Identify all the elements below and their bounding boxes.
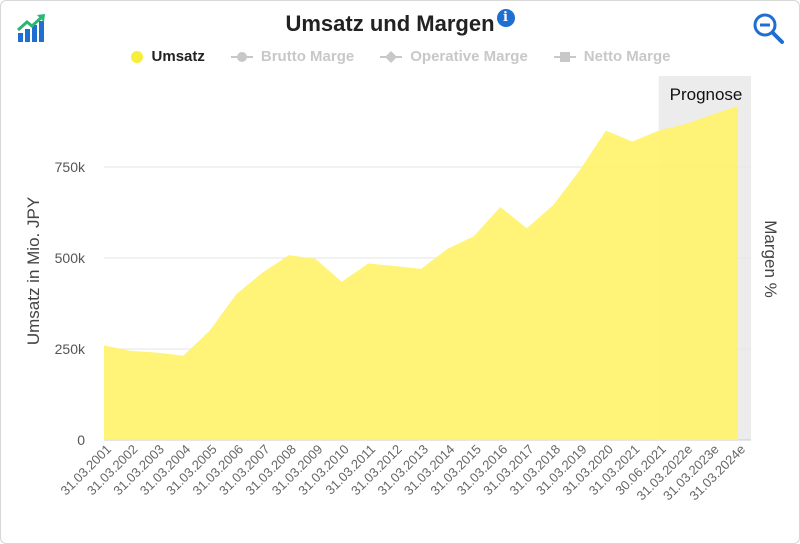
chart-title: Umsatz und Margen [285,11,495,36]
zoom-out-icon[interactable] [751,11,785,45]
y-tick-label: 0 [77,432,85,448]
legend-item-netto-marge[interactable]: Netto Marge [553,48,671,65]
y-tick-label: 250k [55,341,86,357]
forecast-label: Prognose [670,85,743,104]
legend-label-brutto-marge: Brutto Marge [260,48,355,65]
y-axis-label: Umsatz in Mio. JPY [24,197,43,345]
legend-item-brutto-marge[interactable]: Brutto Marge [230,48,355,65]
circle-line-marker-icon [230,51,253,62]
square-line-marker-icon [553,51,576,62]
legend-label-netto-marge: Netto Marge [583,48,671,65]
info-icon[interactable]: i [496,9,515,27]
trend-up-bars-icon[interactable] [15,11,49,45]
diamond-line-marker-icon [380,50,403,63]
circle-marker-icon [130,50,143,63]
legend: Umsatz Brutto Marge Operative Marge Nett… [1,48,799,65]
legend-item-operative-marge[interactable]: Operative Marge [380,48,528,65]
legend-label-operative-marge: Operative Marge [410,48,528,65]
y2-axis-label: Margen % [761,220,780,297]
legend-item-umsatz[interactable]: Umsatz [130,48,205,65]
y-tick-label: 750k [55,159,86,175]
y-tick-label: 500k [55,250,86,266]
chart-header: Umsatz und Margen i [1,9,799,37]
umsatz-area [104,105,738,441]
legend-label-umsatz: Umsatz [151,48,205,65]
